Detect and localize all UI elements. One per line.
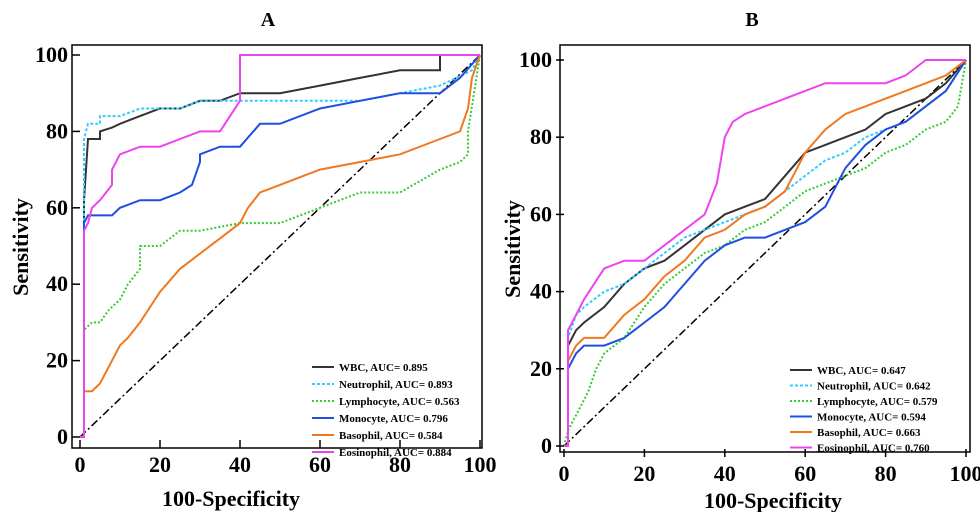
panel-a-legend-label-5: Eosinophil, AUC= 0.884 xyxy=(339,447,452,459)
panel-b-legend: WBC, AUC= 0.647 Neutrophil, AUC= 0.642 Lym… xyxy=(790,365,938,455)
panel-b-y-tick-label: 100 xyxy=(519,47,552,72)
panel-a-legend-label-0: WBC, AUC= 0.895 xyxy=(339,362,428,374)
panel-b-legend-label-1: Neutrophil, AUC= 0.642 xyxy=(817,381,931,393)
panel-b: B 0 20 40 60 80 100 0 20 40 60 80 100 100-Specifici… xyxy=(500,9,980,512)
panel-b-y-tick-label: 60 xyxy=(530,201,552,226)
panel-b-y-tick-label: 0 xyxy=(541,433,552,458)
panel-b-legend-label-4: Basophil, AUC= 0.663 xyxy=(817,427,921,439)
panel-a-label: A xyxy=(261,9,276,31)
panel-a-legend-label-1: Neutrophil, AUC= 0.893 xyxy=(339,379,453,391)
panel-b-x-tick-label: 0 xyxy=(559,461,570,486)
panel-b-legend-label-5: Eosinophil, AUC= 0.760 xyxy=(817,443,930,455)
panel-a-x-tick-label: 20 xyxy=(149,452,171,477)
panel-a-legend-label-3: Monocyte, AUC= 0.796 xyxy=(339,413,448,425)
panel-b-y-tick-label: 40 xyxy=(530,279,552,304)
panel-b-y-tick-label: 20 xyxy=(530,356,552,381)
panel-b-legend-label-0: WBC, AUC= 0.647 xyxy=(817,365,906,377)
panel-a-x-tick-label: 40 xyxy=(229,452,251,477)
panel-b-y-axis-label: Sensitivity xyxy=(500,200,525,298)
panel-a-x-tick-label: 100 xyxy=(464,452,497,477)
panel-b-label: B xyxy=(745,9,758,31)
panel-a-legend-label-4: Basophil, AUC= 0.584 xyxy=(339,430,443,442)
panel-b-legend-label-3: Monocyte, AUC= 0.594 xyxy=(817,412,926,424)
panel-a-y-tick-label: 0 xyxy=(57,424,68,449)
panel-b-legend-label-2: Lymphocyte, AUC= 0.579 xyxy=(817,396,938,408)
panel-a-legend: WBC, AUC= 0.895 Neutrophil, AUC= 0.893 Lym… xyxy=(312,362,460,459)
panel-b-y-tick-label: 80 xyxy=(530,124,552,149)
panel-b-x-tick-label: 40 xyxy=(714,461,736,486)
panel-a-y-tick-label: 20 xyxy=(46,348,68,373)
panel-b-x-axis-label: 100-Specificity xyxy=(704,488,842,512)
panel-a-x-axis-label: 100-Specificity xyxy=(162,486,300,511)
panel-a-y-tick-label: 80 xyxy=(46,118,68,143)
panel-a-x-tick-label: 0 xyxy=(75,452,86,477)
panel-a-y-tick-label: 40 xyxy=(46,271,68,296)
panel-a-y-axis-label: Sensitivity xyxy=(8,198,33,296)
panel-b-x-tick-label: 60 xyxy=(794,461,816,486)
panel-a-y-tick-label: 60 xyxy=(46,195,68,220)
panel-a-y-tick-label: 100 xyxy=(35,42,68,67)
panel-a-legend-label-2: Lymphocyte, AUC= 0.563 xyxy=(339,396,460,408)
panel-a-x-tick-label: 60 xyxy=(309,452,331,477)
panel-b-x-tick-label: 20 xyxy=(633,461,655,486)
panel-b-x-tick-label: 100 xyxy=(950,461,980,486)
panel-b-x-tick-label: 80 xyxy=(875,461,897,486)
